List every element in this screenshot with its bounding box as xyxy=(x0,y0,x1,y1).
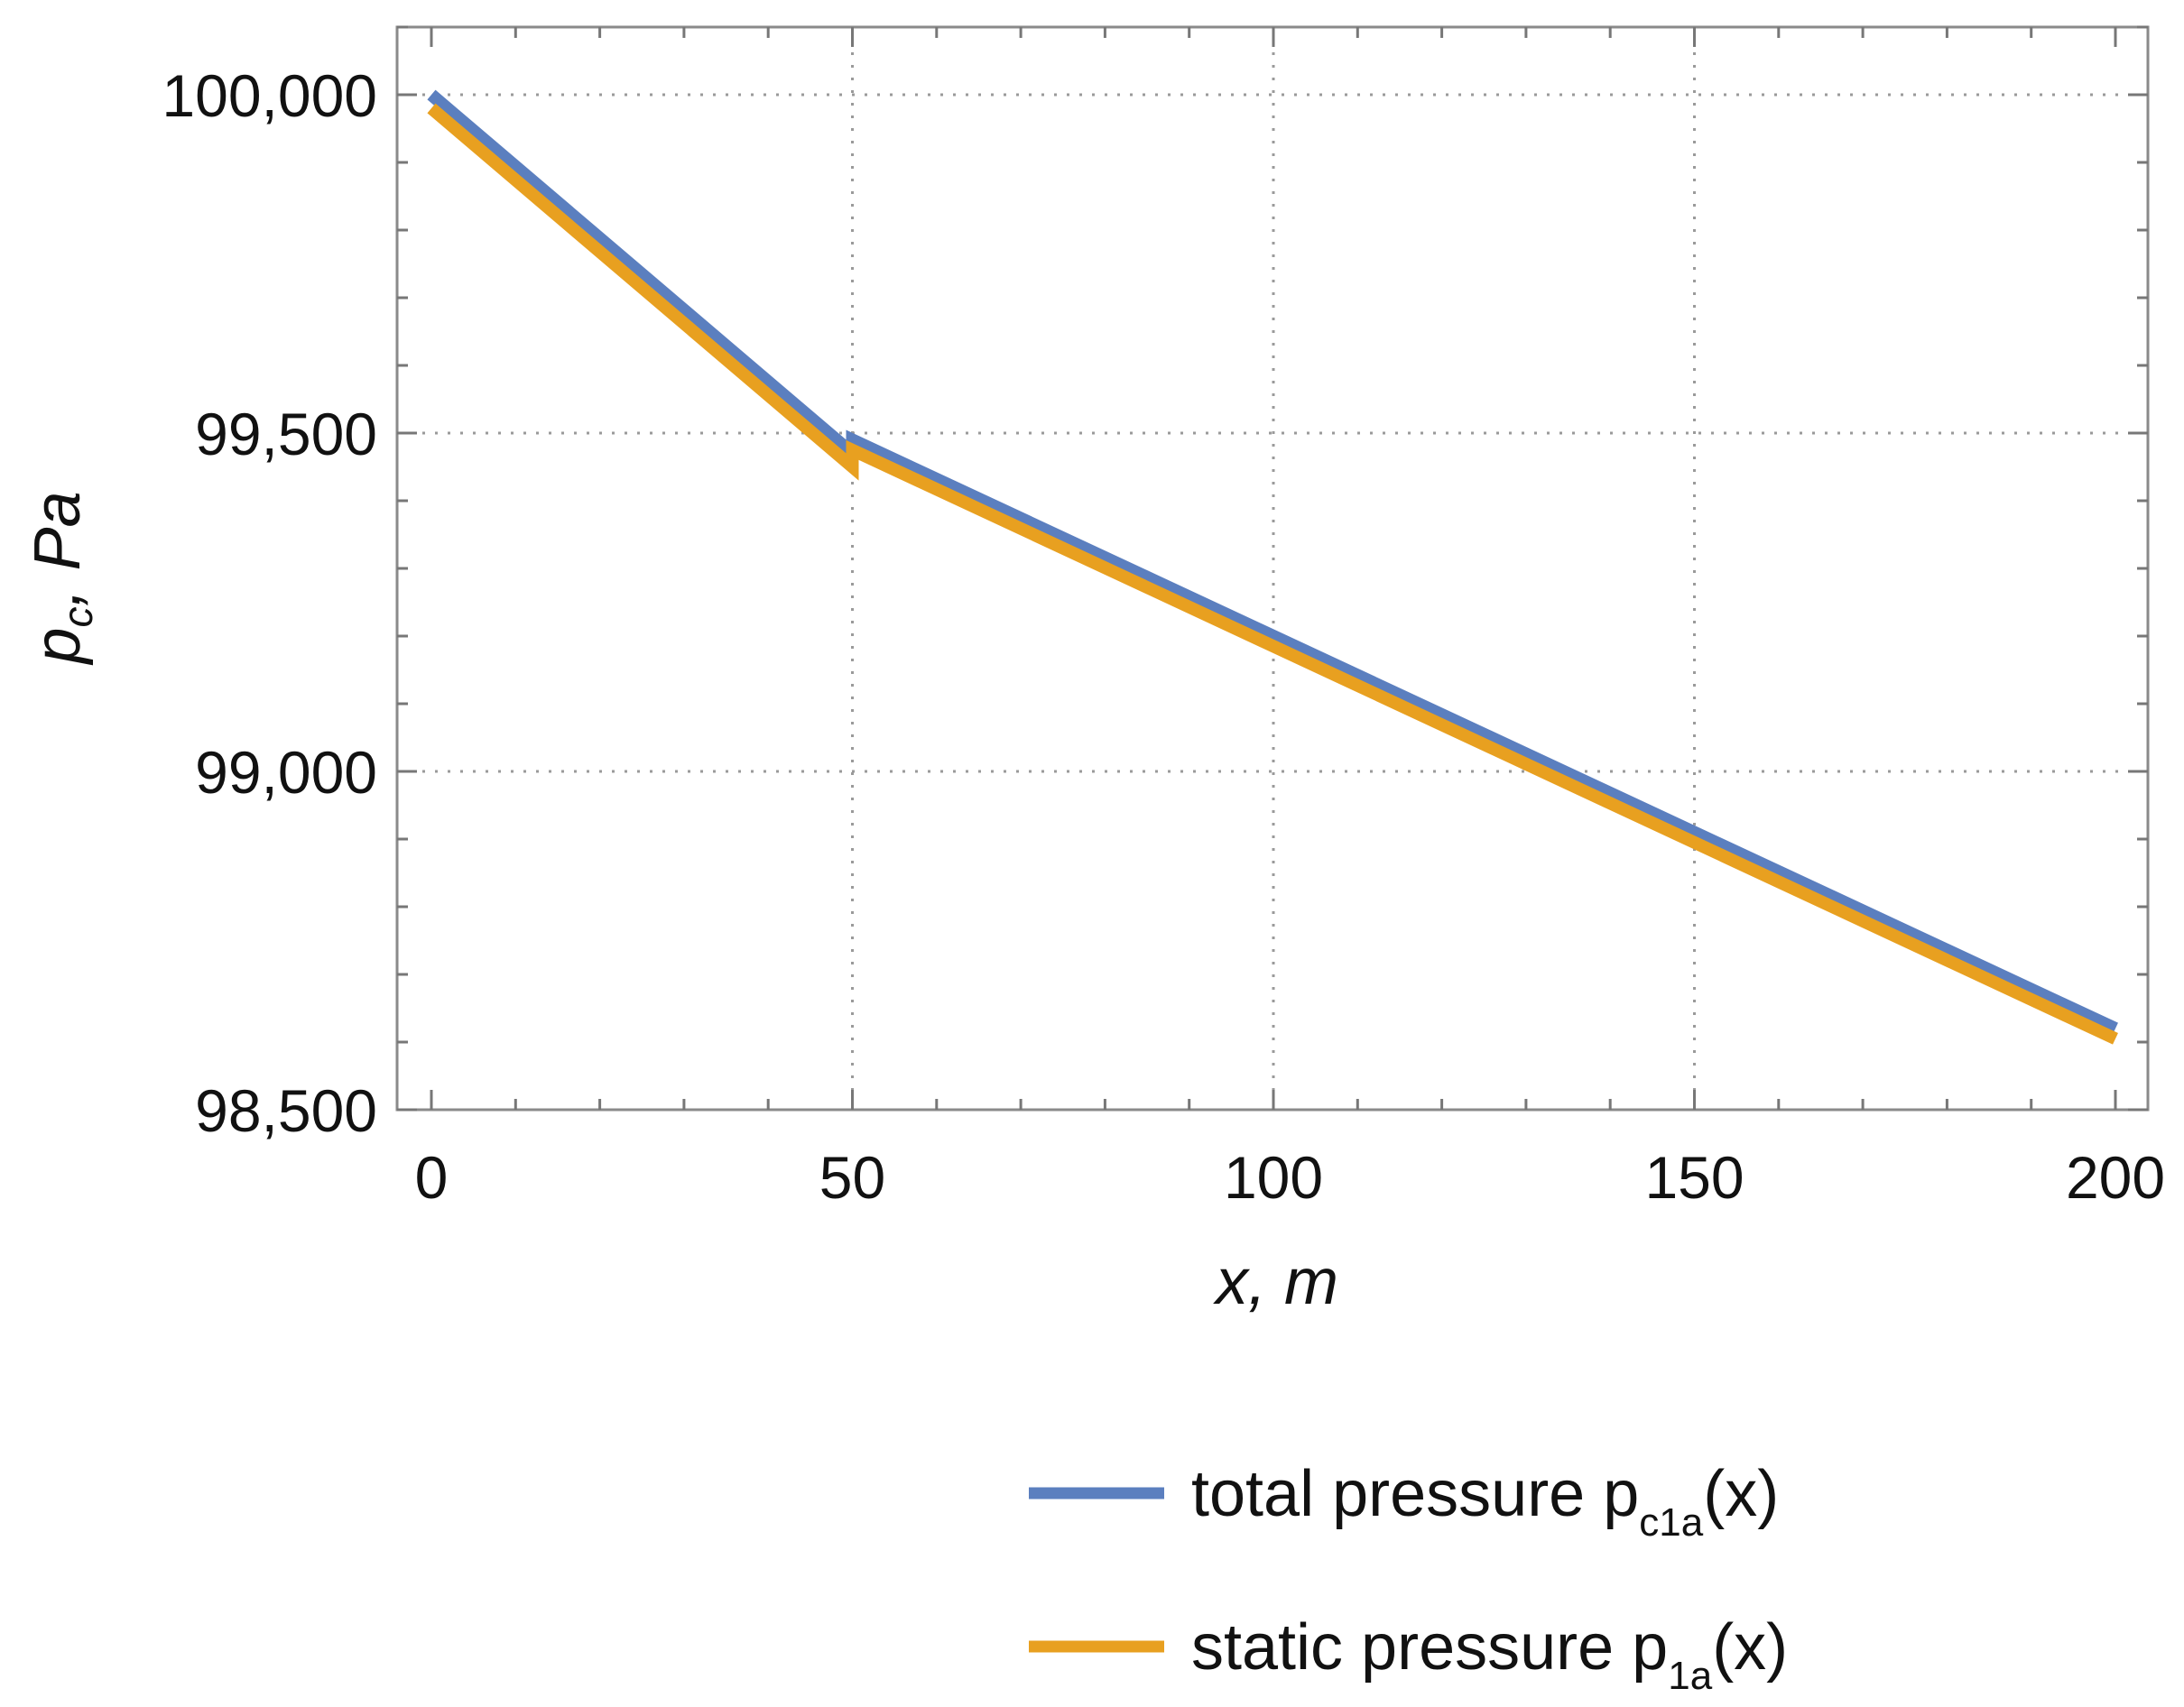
legend-item-static: static pressure p1a(x) xyxy=(1029,1611,1788,1698)
x-tick-label-0: 0 xyxy=(415,1144,449,1211)
legend: total pressure pc1a(x) static pressure p… xyxy=(1029,1458,1788,1698)
plot-frame xyxy=(395,25,2150,1112)
y-axis-title-sub: c xyxy=(54,607,101,628)
x-tick-label-200: 200 xyxy=(2066,1144,2165,1211)
grid-lines xyxy=(397,27,2148,1110)
series-line-static-pressure xyxy=(427,103,2118,1045)
y-axis-title-rest: , Pa xyxy=(22,491,94,606)
legend-label-total: total pressure pc1a(x) xyxy=(1191,1458,1779,1545)
x-tick-label-100: 100 xyxy=(1224,1144,1323,1211)
tick-labels: 0 50 100 150 200 98,500 99,000 99,500 100,000 xyxy=(162,62,2165,1211)
y-tick-label-100000: 100,000 xyxy=(162,62,377,129)
legend-item-total: total pressure pc1a(x) xyxy=(1029,1458,1779,1545)
x-tick-label-50: 50 xyxy=(819,1144,885,1211)
series-lines xyxy=(427,89,2118,1045)
x-axis-title: x, m xyxy=(1213,1246,1338,1318)
axis-ticks xyxy=(397,25,2148,1112)
y-tick-label-99000: 99,000 xyxy=(195,739,377,806)
x-tick-label-150: 150 xyxy=(1644,1144,1744,1211)
y-tick-label-99500: 99,500 xyxy=(195,401,377,467)
y-axis-title: pc, Pa xyxy=(22,491,101,665)
y-axis-title-p: p xyxy=(22,628,94,666)
svg-text:pc, Pa: pc, Pa xyxy=(22,491,101,665)
y-tick-label-98500: 98,500 xyxy=(195,1077,377,1144)
legend-label-static: static pressure p1a(x) xyxy=(1191,1611,1788,1698)
